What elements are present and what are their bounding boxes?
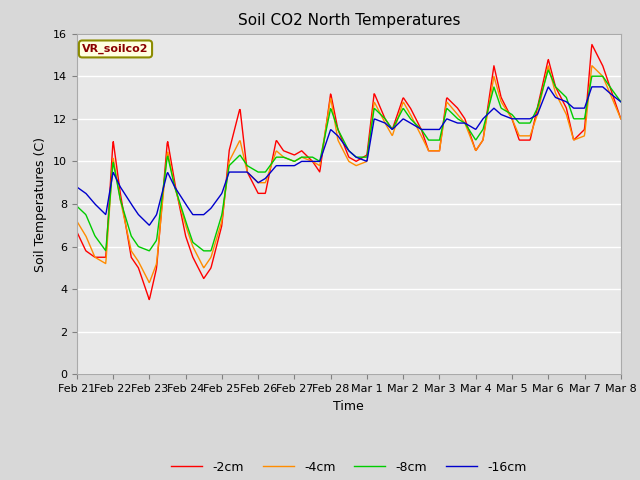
-2cm <box>313 165 321 171</box>
-8cm <box>294 157 301 163</box>
-16cm <box>145 222 153 228</box>
-4cm <box>447 104 455 109</box>
-4cm <box>294 157 301 163</box>
-2cm <box>73 229 81 235</box>
-8cm <box>129 235 136 240</box>
-2cm <box>498 96 506 101</box>
-16cm <box>129 203 136 208</box>
-2cm <box>588 42 596 48</box>
-2cm <box>145 297 153 302</box>
-8cm <box>73 203 81 209</box>
-2cm <box>617 116 625 121</box>
Line: -4cm: -4cm <box>77 66 621 283</box>
-16cm <box>588 84 596 90</box>
Legend: -2cm, -4cm, -8cm, -16cm: -2cm, -4cm, -8cm, -16cm <box>166 456 531 479</box>
X-axis label: Time: Time <box>333 400 364 413</box>
-8cm <box>498 106 506 111</box>
Text: VR_soilco2: VR_soilco2 <box>82 44 148 54</box>
-8cm <box>617 99 625 105</box>
-4cm <box>73 218 81 224</box>
-8cm <box>508 111 515 117</box>
-16cm <box>617 99 625 105</box>
-2cm <box>447 99 455 105</box>
Y-axis label: Soil Temperatures (C): Soil Temperatures (C) <box>35 136 47 272</box>
-4cm <box>129 250 136 255</box>
-8cm <box>545 67 552 73</box>
-2cm <box>508 115 515 120</box>
-8cm <box>200 248 208 254</box>
-16cm <box>447 118 455 123</box>
-4cm <box>617 116 625 121</box>
-8cm <box>313 157 321 163</box>
-4cm <box>145 280 153 286</box>
-4cm <box>498 99 506 105</box>
Line: -16cm: -16cm <box>77 87 621 225</box>
-16cm <box>73 184 81 190</box>
-2cm <box>294 150 301 156</box>
-2cm <box>129 256 136 262</box>
-4cm <box>313 161 321 167</box>
-16cm <box>294 161 301 167</box>
-16cm <box>313 158 321 164</box>
-4cm <box>588 63 596 69</box>
-4cm <box>508 115 515 120</box>
-16cm <box>498 112 506 118</box>
-8cm <box>447 109 455 115</box>
-16cm <box>508 116 515 121</box>
Title: Soil CO2 North Temperatures: Soil CO2 North Temperatures <box>237 13 460 28</box>
Line: -8cm: -8cm <box>77 70 621 251</box>
Line: -2cm: -2cm <box>77 45 621 300</box>
